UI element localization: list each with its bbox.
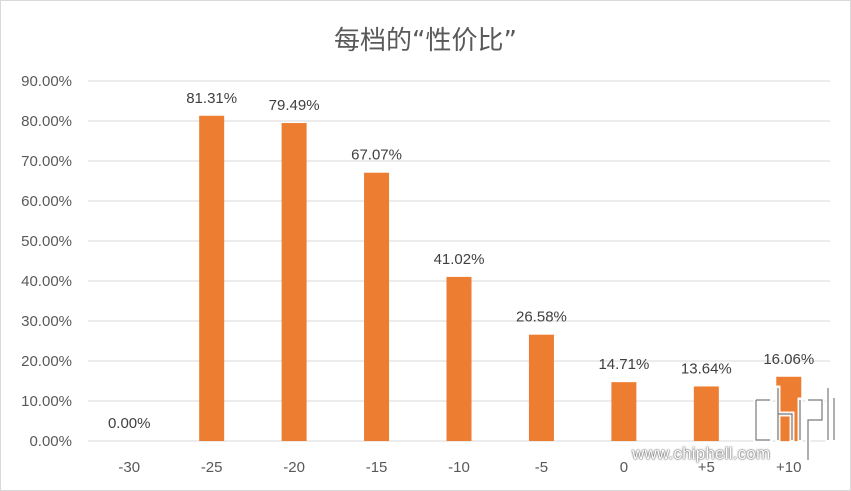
y-tick-label: 20.00% (21, 353, 72, 370)
x-tick-label: -20 (283, 459, 305, 476)
watermark-text: www.chiphell.com (632, 444, 771, 463)
bar (446, 276, 472, 441)
chart-title: 每档的“性价比” (334, 26, 517, 56)
data-label: 81.31% (186, 90, 237, 107)
data-label: 16.06% (763, 351, 814, 368)
data-label: 67.07% (351, 147, 402, 164)
y-tick-label: 0.00% (29, 433, 72, 450)
data-label: 14.71% (598, 356, 649, 373)
x-tick-label: 0 (620, 459, 628, 476)
x-tick-label: -15 (366, 459, 388, 476)
bar (611, 382, 637, 441)
x-tick-label: +10 (776, 459, 801, 476)
y-tick-label: 70.00% (21, 153, 72, 170)
y-axis-ticks: 0.00% 10.00% 20.00% 30.00% 40.00% 50.00% 60.00… (21, 73, 72, 450)
x-tick-label: +5 (698, 459, 715, 476)
data-labels: 0.00% 81.31% 79.49% 67.07% 41.02% 26.58% 14.71… (108, 90, 814, 432)
bars (199, 115, 802, 441)
data-label: 79.49% (269, 97, 320, 114)
data-label: 0.00% (108, 415, 151, 432)
chiphell-logo-icon (753, 385, 837, 463)
x-axis-ticks: -30 -25 -20 -15 -10 -5 0 +5 +10 (118, 459, 801, 476)
y-tick-label: 80.00% (21, 113, 72, 130)
y-tick-label: 50.00% (21, 233, 72, 250)
data-label: 13.64% (681, 360, 732, 377)
bar (693, 386, 719, 441)
data-label: 41.02% (434, 251, 485, 268)
y-tick-label: 60.00% (21, 193, 72, 210)
bar (281, 123, 307, 441)
data-label: 26.58% (516, 309, 567, 326)
x-tick-label: -10 (448, 459, 470, 476)
bar (199, 115, 225, 441)
bar (528, 334, 554, 441)
bar (364, 172, 390, 441)
y-tick-label: 30.00% (21, 313, 72, 330)
y-tick-label: 90.00% (21, 73, 72, 90)
x-tick-label: -30 (118, 459, 140, 476)
y-tick-label: 40.00% (21, 273, 72, 290)
x-tick-label: -25 (201, 459, 223, 476)
y-tick-label: 10.00% (21, 393, 72, 410)
x-tick-label: -5 (535, 459, 548, 476)
